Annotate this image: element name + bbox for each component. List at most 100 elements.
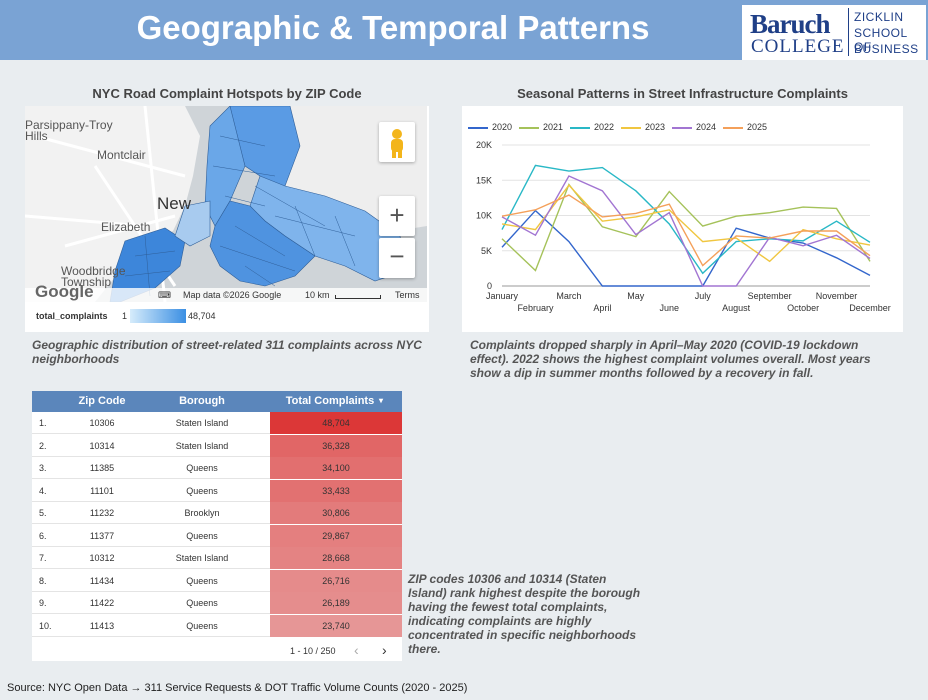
row-borough: Staten Island [175,418,229,428]
row-total: 34,100 [270,457,402,479]
map-panel: Parsippany-Troy Hills Montclair New Eliz… [25,106,429,332]
row-total: 30,806 [270,502,402,524]
col-header-zip[interactable]: Zip Code [78,395,126,407]
logo-school-of: SCHOOL OF [854,26,908,54]
scale-label: 10 km [305,290,330,300]
col-header-borough[interactable]: Borough [179,395,225,407]
legend-swatch [672,127,692,129]
logo-divider [848,8,849,56]
legend-label: 2024 [696,122,717,132]
y-tick-label: 5K [481,246,492,256]
row-zip: 11413 [89,620,115,631]
prev-page-button[interactable]: ‹ [354,642,359,658]
row-zip: 10306 [89,418,115,428]
scale-bar [335,295,381,299]
table-row[interactable]: 9. 11422 Queens 26,189 [32,592,402,614]
table-row[interactable]: 6. 11377 Queens 29,867 [32,524,402,547]
map-attribution-bar: Google ⌨ Map data ©2026 Google 10 km Ter… [25,282,427,302]
logo-business: BUSINESS [854,42,919,56]
table-row[interactable]: 7. 10312 Staten Island 28,668 [32,547,402,569]
row-rank: 6. [39,530,47,541]
legend-swatch [570,127,590,129]
zoom-out-button[interactable]: − [379,238,415,278]
map-legend-gradient [130,309,186,323]
table-row[interactable]: 5. 11232 Brooklyn 30,806 [32,502,402,524]
row-total: 33,433 [270,479,402,502]
series-line-2022 [501,164,871,275]
next-page-button[interactable]: › [382,642,387,658]
logo-zicklin: ZICKLIN [854,10,904,24]
legend-label: 2020 [492,122,513,132]
row-total: 23,740 [270,614,402,637]
zip-table: Zip Code Borough Total Complaints ▾ 1. 10… [32,391,402,661]
row-borough: Queens [186,463,218,473]
row-borough: Queens [186,620,218,631]
series-line-2025 [501,194,871,267]
legend-label: 2025 [747,122,768,132]
table-row[interactable]: 10. 11413 Queens 23,740 [32,614,402,637]
zoom-in-button[interactable]: + [379,196,415,236]
col-header-total[interactable]: Total Complaints [285,395,375,407]
map-label-hills: Hills [25,129,48,143]
series-line-2020 [501,209,871,287]
map-label-elizabeth: Elizabeth [101,220,151,234]
x-tick-label: December [849,303,891,313]
baruch-zicklin-logo: Baruch COLLEGE ZICKLIN SCHOOL OF BUSINES… [742,5,926,60]
y-tick-label: 10K [476,211,492,221]
row-zip: 11232 [89,508,115,518]
google-logo: Google [35,282,94,301]
x-tick-label: May [627,291,645,301]
row-total: 28,668 [270,547,402,569]
row-zip: 11377 [89,530,115,541]
table-row[interactable]: 1. 10306 Staten Island 48,704 [32,412,402,434]
table-row[interactable]: 8. 11434 Queens 26,716 [32,569,402,592]
x-tick-label: July [695,291,712,301]
legend-swatch [468,127,488,129]
table-row[interactable]: 2. 10314 Staten Island 36,328 [32,434,402,457]
map-legend-max: 48,704 [188,311,216,321]
keyboard-icon[interactable]: ⌨ [158,290,171,300]
row-total: 48,704 [270,412,402,434]
zip-choropleth-map[interactable]: Parsippany-Troy Hills Montclair New Eliz… [25,106,427,302]
y-tick-label: 0 [487,281,492,291]
chart-title: Seasonal Patterns in Street Infrastructu… [517,86,848,101]
series-line-2021 [501,183,871,272]
zip-region-brooklyn [209,200,316,287]
legend-label: 2022 [594,122,615,132]
row-borough: Staten Island [175,440,229,451]
row-rank: 9. [39,598,47,608]
map-label-parsippany: Parsippany-Troy [25,118,113,132]
x-tick-label: September [748,291,792,301]
x-tick-label: October [787,303,819,313]
row-rank: 5. [39,508,47,518]
row-rank: 2. [39,440,47,451]
pegman-icon [391,129,403,158]
table-row[interactable]: 4. 11101 Queens 33,433 [32,479,402,502]
x-tick-label: January [486,291,519,301]
map-label-woodbridge: Woodbridge [61,264,126,278]
sort-desc-icon[interactable]: ▾ [378,396,383,405]
legend-swatch [621,127,641,129]
row-borough: Queens [186,530,218,541]
source-footnote: Source: NYC Open Data → 311 Service Requ… [7,682,468,694]
map-label-township: Township [61,275,112,289]
legend-label: 2021 [543,122,564,132]
terms-link[interactable]: Terms [395,290,420,300]
x-tick-label: March [556,291,581,301]
header-banner: Geographic & Temporal Patterns Baruch CO… [0,0,928,60]
series-line-2024 [501,175,871,287]
row-borough: Brooklyn [184,508,220,518]
table-row[interactable]: 3. 11385 Queens 34,100 [32,457,402,479]
row-borough: Staten Island [175,553,229,563]
map-label-montclair: Montclair [97,148,146,162]
row-borough: Queens [186,575,218,586]
row-rank: 8. [39,575,47,586]
row-total: 26,189 [270,592,402,614]
map-data-text: Map data ©2026 Google [183,290,282,300]
legend-swatch [723,127,743,129]
map-caption: Geographic distribution of street-relate… [32,338,422,366]
row-total: 29,867 [270,524,402,547]
chart-panel: 2020 2021 2022 2023 2024 2025 0 5K 10K 15K 20K Jan… [462,106,903,332]
row-zip: 11422 [89,598,115,608]
street-view-pegman-button[interactable] [379,122,415,162]
